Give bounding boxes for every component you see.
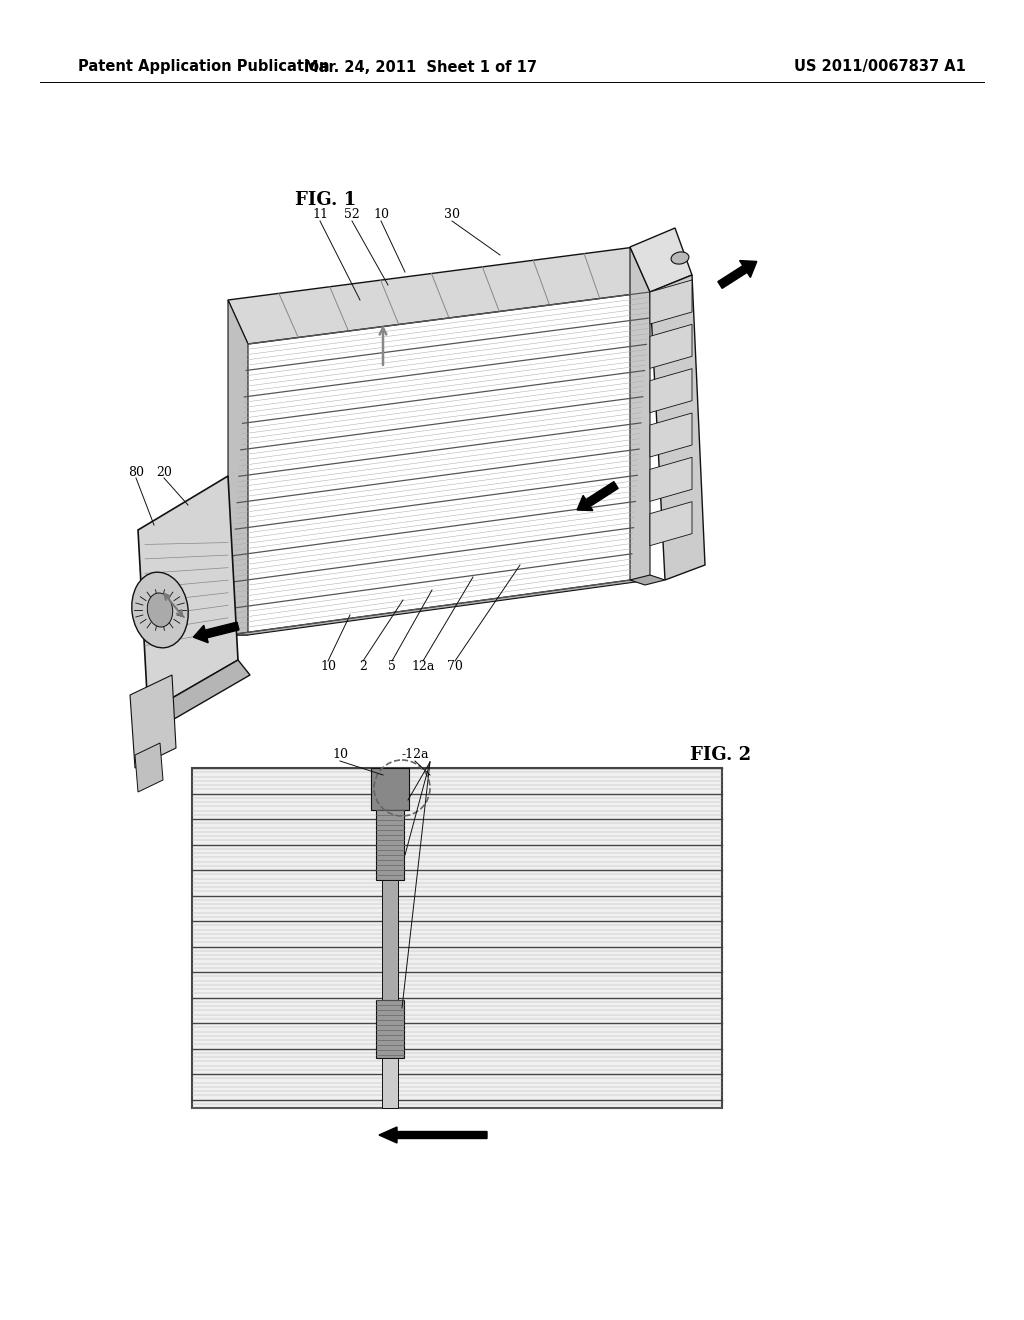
Bar (371, 768, 409, 810)
Bar (193, 768, 722, 1107)
FancyArrow shape (718, 260, 757, 288)
Polygon shape (138, 477, 238, 711)
Polygon shape (650, 502, 692, 545)
Text: US 2011/0067837 A1: US 2011/0067837 A1 (794, 59, 966, 74)
Polygon shape (650, 275, 705, 579)
Text: 30: 30 (444, 209, 460, 222)
Text: 70: 70 (447, 660, 463, 673)
Polygon shape (135, 743, 163, 792)
Text: 52: 52 (344, 209, 359, 222)
Text: 11: 11 (312, 209, 328, 222)
Polygon shape (630, 576, 665, 585)
FancyArrow shape (194, 622, 239, 643)
FancyArrow shape (379, 1127, 487, 1143)
Polygon shape (650, 413, 692, 457)
Text: 2: 2 (359, 660, 367, 673)
Bar (376, 1001, 404, 1059)
FancyArrow shape (578, 482, 618, 511)
Polygon shape (650, 280, 692, 323)
Polygon shape (228, 579, 650, 635)
Bar (382, 880, 398, 1001)
Polygon shape (228, 300, 248, 635)
Text: FIG. 1: FIG. 1 (295, 191, 356, 209)
Text: Patent Application Publication: Patent Application Publication (78, 59, 330, 74)
Polygon shape (228, 247, 650, 345)
Polygon shape (130, 675, 176, 768)
Ellipse shape (147, 593, 173, 627)
Text: 12a: 12a (412, 660, 434, 673)
Text: -12a: -12a (401, 748, 429, 762)
Text: 10: 10 (332, 748, 348, 762)
Text: 10: 10 (319, 660, 336, 673)
Text: 5: 5 (388, 660, 396, 673)
Text: 10: 10 (373, 209, 389, 222)
Text: Mar. 24, 2011  Sheet 1 of 17: Mar. 24, 2011 Sheet 1 of 17 (303, 59, 537, 74)
Polygon shape (650, 457, 692, 502)
Polygon shape (148, 660, 250, 726)
Text: FIG. 2: FIG. 2 (690, 746, 752, 764)
Polygon shape (650, 325, 692, 368)
Text: 20: 20 (156, 466, 172, 479)
Polygon shape (650, 368, 692, 413)
Bar (376, 810, 404, 880)
Polygon shape (630, 228, 692, 292)
Bar (382, 1059, 398, 1107)
Ellipse shape (132, 572, 188, 648)
Polygon shape (630, 247, 650, 579)
Text: 80: 80 (128, 466, 144, 479)
Ellipse shape (671, 252, 689, 264)
